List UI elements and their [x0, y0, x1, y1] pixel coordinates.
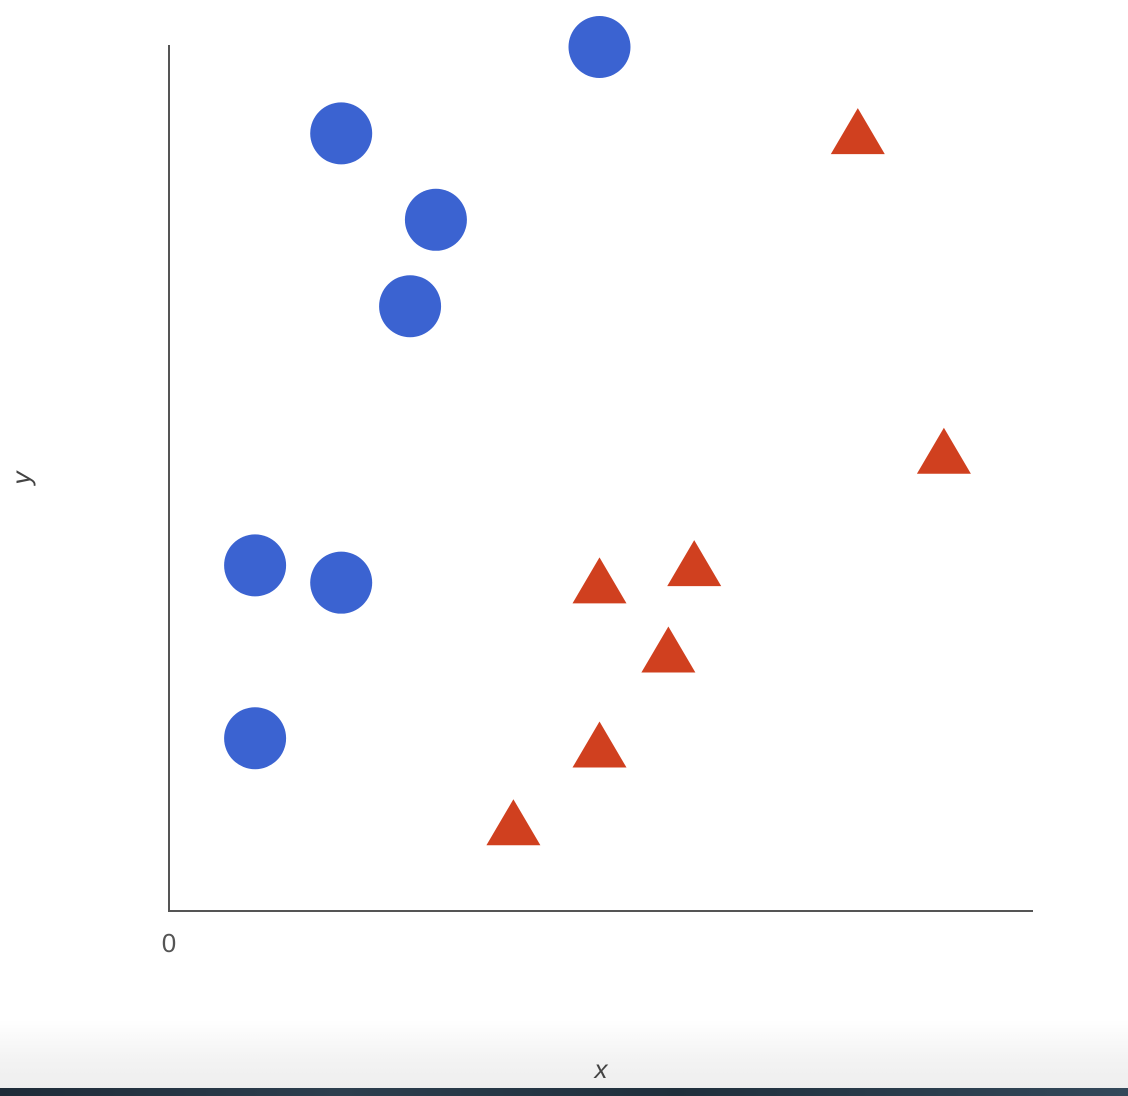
triangle-point	[667, 540, 722, 587]
triangle-point	[916, 427, 971, 474]
triangle-point	[830, 108, 885, 155]
triangle-point	[641, 626, 696, 673]
circle-point	[310, 551, 373, 614]
circle-point	[404, 188, 467, 251]
y-axis-label: y	[6, 470, 36, 487]
x-axis-label: x	[593, 1054, 609, 1084]
bottom-edge-strip	[0, 1088, 1128, 1096]
data-points	[224, 16, 971, 846]
circle-point	[379, 275, 442, 338]
origin-tick-label: 0	[162, 928, 176, 958]
triangle-point	[486, 799, 541, 846]
circle-point	[310, 102, 373, 165]
triangle-point	[572, 557, 627, 604]
circle-point	[568, 16, 631, 78]
triangle-point	[572, 721, 627, 768]
circle-point	[224, 707, 287, 770]
circle-point	[224, 534, 287, 597]
